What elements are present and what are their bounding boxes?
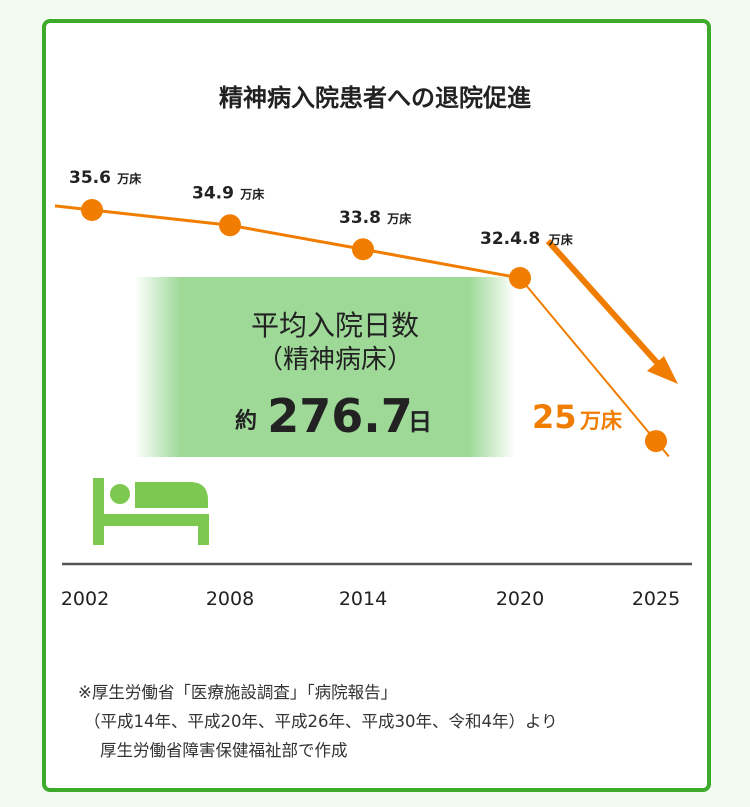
x-tick-label: 2008 [206,588,254,610]
decline-arrow [545,238,678,384]
data-label-value: 35.6 [69,168,111,188]
data-label-value: 25 [532,398,577,436]
average-stay-box [135,277,515,457]
callout-unit: 日 [408,408,432,436]
series-line-segment [519,277,657,442]
data-label-unit: 万床 [239,186,265,201]
data-label-value: 32.4.8 [480,229,540,249]
data-label-unit: 万床 [579,409,622,433]
callout-value: 276.7 [267,389,413,443]
data-label-value: 33.8 [339,208,381,228]
callout-line2: （精神病床） [257,345,413,375]
data-point [352,238,374,261]
callout-prefix: 約 [235,408,257,434]
data-point [645,430,667,453]
series-line-segment [91,208,231,227]
data-label-value: 34.9 [192,183,234,203]
source-notes: ※厚生労働省「医療施設調査」「病院報告」 （平成14年、平成20年、平成26年、… [78,678,698,765]
bed-icon [93,478,209,545]
series-line-segment [362,247,521,280]
x-tick-label: 2025 [632,588,680,610]
data-point [509,267,531,290]
data-label-unit: 万床 [386,211,412,226]
note-line-2: （平成14年、平成20年、平成26年、平成30年、令和4年）より [84,712,558,731]
note-line-1: ※厚生労働省「医療施設調査」「病院報告」 [78,683,398,702]
data-label-unit: 万床 [548,232,574,247]
x-tick-label: 2020 [496,588,544,610]
note-line-3: 厚生労働省障害保健福祉部で作成 [100,741,348,760]
data-point [81,199,103,221]
data-label-unit: 万床 [116,171,142,186]
x-tick-label: 2002 [61,588,109,610]
callout-line1: 平均入院日数 [251,309,419,342]
data-point [219,214,241,237]
chart-title: 精神病入院患者への退院促進 [219,84,531,112]
x-tick-label: 2014 [339,588,387,610]
series-line-segment [229,223,364,251]
